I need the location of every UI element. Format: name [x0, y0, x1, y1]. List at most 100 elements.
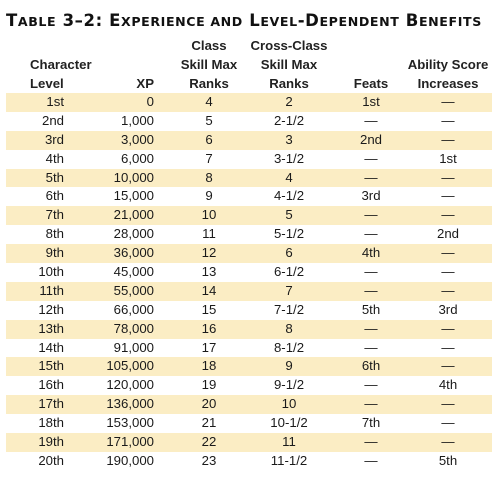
- xp-cell: 0: [146, 94, 154, 109]
- xp-cell: 78,000: [113, 320, 154, 336]
- class-skill-ranks-cell: 4: [205, 94, 213, 109]
- xp-cell: 1,000: [120, 112, 154, 128]
- cross-class-skill-ranks-cell: 11: [282, 434, 296, 450]
- level-cell: 3rd: [44, 131, 64, 147]
- table-row: 2nd 1,000 5 2-1/2 — —: [6, 111, 492, 131]
- level-cell: 10th: [38, 264, 64, 280]
- table-row: 11th 55,000 14 7 — —: [6, 281, 492, 301]
- table-row: 3rd 3,000 6 3 2nd —: [6, 130, 492, 150]
- ability-score-cell: —: [441, 415, 455, 431]
- xp-cell: 36,000: [113, 245, 154, 261]
- level-cell: 20th: [38, 452, 64, 468]
- table-row: 1st 0 4 2 1st —: [6, 93, 492, 112]
- xp-cell: 66,000: [113, 301, 154, 317]
- ability-score-cell: —: [441, 339, 455, 355]
- table-row: 9th 36,000 12 6 4th —: [6, 244, 492, 264]
- ability-score-cell: —: [441, 434, 455, 450]
- cross-class-skill-ranks-cell: 10-1/2: [270, 415, 308, 431]
- xp-cell: 120,000: [106, 377, 154, 393]
- table-row: 16th 120,000 19 9-1/2 — 4th: [6, 376, 492, 396]
- xp-cell: 10,000: [113, 169, 154, 185]
- table-row: 14th 91,000 17 8-1/2 — —: [6, 338, 492, 358]
- table-row: 8th 28,000 11 5-1/2 — 2nd: [6, 225, 492, 245]
- header-cross-class-skill-max-ranks: Cross-Class Skill Max Ranks: [250, 38, 328, 91]
- class-skill-ranks-cell: 15: [201, 301, 217, 317]
- feats-cell: —: [364, 150, 378, 166]
- feats-cell: 7th: [361, 415, 381, 431]
- class-skill-ranks-cell: 23: [201, 452, 217, 468]
- cross-class-skill-ranks-cell: 6: [285, 245, 293, 261]
- xp-cell: 28,000: [113, 226, 154, 242]
- class-skill-ranks-cell: 13: [201, 264, 217, 280]
- level-cell: 6th: [45, 188, 64, 204]
- feats-cell: —: [364, 207, 378, 223]
- table-title: TABLE 3–2: EXPERIENCE AND LEVEL-DEPENDEN…: [6, 11, 482, 30]
- table-row: 17th 136,000 20 10 — —: [6, 395, 492, 415]
- level-cell: 2nd: [41, 112, 64, 128]
- ability-score-cell: —: [441, 282, 455, 298]
- cross-class-skill-ranks-cell: 11-1/2: [270, 452, 308, 468]
- feats-cell: —: [364, 112, 378, 128]
- cross-class-skill-ranks-cell: 6-1/2: [273, 264, 305, 280]
- ability-score-cell: —: [441, 245, 455, 261]
- feats-cell: 4th: [361, 245, 381, 261]
- level-cell: 9th: [45, 245, 64, 261]
- feats-cell: —: [364, 434, 378, 450]
- xp-cell: 105,000: [106, 358, 154, 374]
- feats-cell: 5th: [361, 301, 381, 317]
- xp-cell: 45,000: [113, 264, 154, 280]
- header-character-level: Character Level: [30, 57, 92, 91]
- table-row: 4th 6,000 7 3-1/2 — 1st: [6, 149, 492, 169]
- ability-score-cell: 3rd: [438, 301, 458, 317]
- ability-score-cell: 1st: [439, 150, 457, 166]
- table-row: 12th 66,000 15 7-1/2 5th 3rd: [6, 300, 492, 320]
- cross-class-skill-ranks-cell: 9-1/2: [273, 377, 305, 393]
- level-cell: 1st: [46, 94, 64, 109]
- ability-score-cell: 4th: [438, 377, 458, 393]
- ability-score-cell: —: [441, 94, 455, 109]
- level-cell: 19th: [38, 434, 64, 450]
- ability-score-cell: —: [441, 207, 455, 223]
- xp-cell: 6,000: [120, 150, 154, 166]
- class-skill-ranks-cell: 20: [201, 396, 217, 412]
- table-body: 1st 0 4 2 1st — 2nd 1,000 5 2-1/2 — — 3rd 3,000 6 3 2nd —…: [6, 93, 492, 471]
- feats-cell: —: [364, 282, 378, 298]
- xp-cell: 21,000: [113, 207, 154, 223]
- header-ability-score-increases: Ability Score Increases: [407, 57, 489, 91]
- xp-cell: 190,000: [106, 452, 154, 468]
- table-row: 18th 153,000 21 10-1/2 7th —: [6, 414, 492, 434]
- level-cell: 8th: [45, 226, 64, 242]
- xp-cell: 15,000: [113, 188, 154, 204]
- class-skill-ranks-cell: 8: [205, 169, 213, 185]
- class-skill-ranks-cell: 22: [201, 434, 217, 450]
- feats-cell: 2nd: [359, 131, 382, 147]
- table-row: 15th 105,000 18 9 6th —: [6, 357, 492, 377]
- table-row: 10th 45,000 13 6-1/2 — —: [6, 263, 492, 282]
- ability-score-cell: 2nd: [436, 226, 459, 242]
- ability-score-cell: —: [441, 131, 455, 147]
- class-skill-ranks-cell: 21: [201, 415, 217, 431]
- level-cell: 5th: [45, 169, 64, 185]
- feats-cell: —: [364, 226, 378, 242]
- class-skill-ranks-cell: 10: [201, 207, 217, 223]
- cross-class-skill-ranks-cell: 5-1/2: [273, 226, 305, 242]
- cross-class-skill-ranks-cell: 7-1/2: [273, 301, 305, 317]
- level-cell: 12th: [38, 301, 64, 317]
- level-cell: 16th: [38, 377, 64, 393]
- ability-score-cell: —: [441, 169, 455, 185]
- xp-cell: 153,000: [106, 415, 154, 431]
- class-skill-ranks-cell: 6: [205, 131, 213, 147]
- cross-class-skill-ranks-cell: 10: [281, 396, 297, 412]
- cross-class-skill-ranks-cell: 5: [285, 207, 293, 223]
- class-skill-ranks-cell: 5: [205, 112, 213, 128]
- table-row: 7th 21,000 10 5 — —: [6, 206, 492, 226]
- cross-class-skill-ranks-cell: 7: [285, 282, 293, 298]
- level-cell: 13th: [38, 320, 64, 336]
- feats-cell: 3rd: [361, 188, 381, 204]
- cross-class-skill-ranks-cell: 2-1/2: [273, 112, 305, 128]
- level-cell: 18th: [38, 415, 64, 431]
- ability-score-cell: —: [441, 320, 455, 336]
- cross-class-skill-ranks-cell: 4: [285, 169, 293, 185]
- class-skill-ranks-cell: 18: [201, 358, 217, 374]
- cross-class-skill-ranks-cell: 3-1/2: [273, 150, 305, 166]
